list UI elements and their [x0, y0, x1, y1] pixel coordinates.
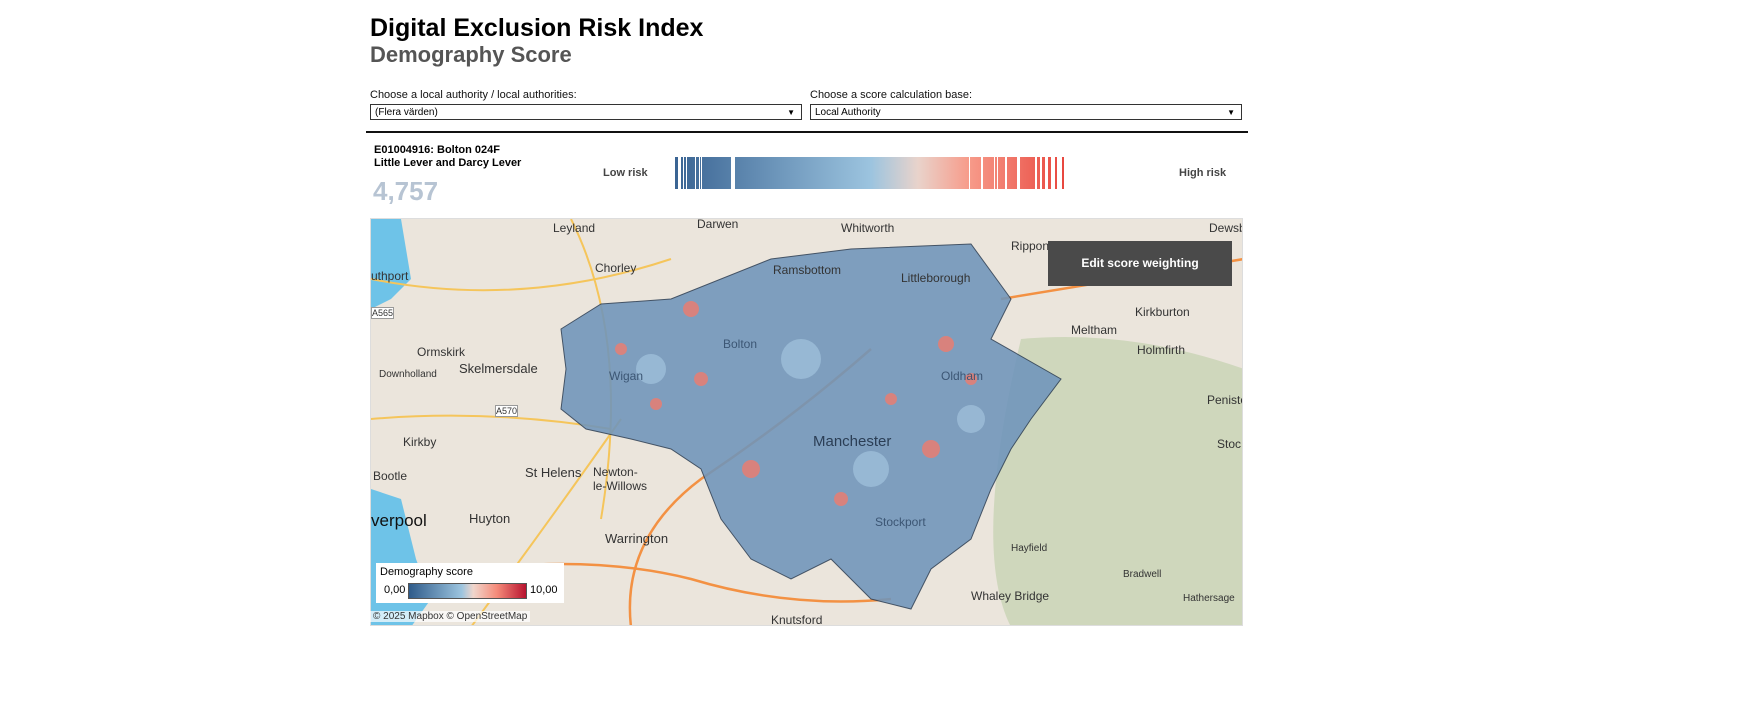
- place-label: Downholland: [379, 369, 437, 380]
- place-label: Ormskirk: [417, 345, 465, 359]
- place-label: Kirkby: [403, 435, 437, 449]
- map-legend: Demography score 0,00 10,00: [376, 563, 564, 603]
- place-label: Huyton: [469, 511, 511, 526]
- place-label: Manchester: [813, 433, 892, 450]
- map-attribution[interactable]: © 2025 Mapbox © OpenStreetMap: [370, 611, 531, 622]
- place-label: Warrington: [605, 531, 669, 546]
- place-label: Holmfirth: [1137, 343, 1186, 357]
- place-label: le-Willows: [593, 479, 647, 493]
- dropdown-arrow-icon: ▼: [787, 108, 795, 117]
- page-subtitle: Demography Score: [370, 42, 572, 67]
- place-label: Ramsbottom: [773, 263, 842, 277]
- authority-label: Choose a local authority / local authori…: [370, 89, 577, 101]
- legend-color-ramp: [408, 583, 527, 599]
- base-select[interactable]: Local Authority ▼: [810, 104, 1242, 120]
- high-risk-label: High risk: [1179, 167, 1227, 179]
- place-label: Oldham: [941, 369, 984, 383]
- dropdown-arrow-icon: ▼: [1227, 108, 1235, 117]
- road-label: A570: [495, 405, 519, 417]
- place-label: verpool: [371, 511, 427, 530]
- legend-title: Demography score: [380, 566, 473, 578]
- map[interactable]: Leyland Darwen Whitworth Rippon Dewsbu C…: [370, 218, 1243, 626]
- place-label: Newton-: [593, 465, 638, 479]
- page-title: Digital Exclusion Risk Index: [370, 14, 704, 42]
- place-label: Dewsbu: [1209, 221, 1242, 235]
- place-label: Knutsford: [771, 613, 823, 626]
- place-label: Skelmersdale: [459, 361, 538, 376]
- place-label: Rippon: [1011, 239, 1050, 253]
- place-label: uthport: [371, 269, 409, 283]
- place-label: Stoc: [1217, 437, 1242, 451]
- place-label: Darwen: [697, 218, 739, 231]
- place-label: Bolton: [723, 337, 758, 351]
- area-code: E01004916: Bolton 024F: [374, 144, 500, 156]
- base-label: Choose a score calculation base:: [810, 89, 973, 101]
- road-label: A565: [371, 307, 395, 319]
- legend-min: 0,00: [384, 584, 406, 596]
- place-label: Littleborough: [901, 271, 971, 285]
- place-label: Bootle: [373, 469, 408, 483]
- risk-distribution-bar[interactable]: [675, 157, 1067, 189]
- authority-value: (Flera värden): [375, 107, 438, 118]
- place-label: Hayfield: [1011, 543, 1048, 554]
- place-label: Hathersage: [1183, 593, 1235, 604]
- place-label: Chorley: [595, 261, 637, 275]
- place-label: Kirkburton: [1135, 305, 1190, 319]
- place-label: Penisto: [1207, 393, 1242, 407]
- place-label: Bradwell: [1123, 569, 1162, 580]
- edit-score-weighting-button[interactable]: Edit score weighting: [1048, 241, 1232, 286]
- place-label: Wigan: [609, 369, 644, 383]
- legend-max: 10,00: [530, 584, 558, 596]
- base-value: Local Authority: [815, 107, 881, 118]
- place-label: Leyland: [553, 221, 596, 235]
- area-name: Little Lever and Darcy Lever: [374, 157, 522, 169]
- place-label: Whitworth: [841, 221, 895, 235]
- place-label: Whaley Bridge: [971, 589, 1050, 603]
- authority-select[interactable]: (Flera värden) ▼: [370, 104, 802, 120]
- low-risk-label: Low risk: [603, 167, 648, 179]
- area-score: 4,757: [373, 176, 439, 206]
- place-label: Meltham: [1071, 323, 1118, 337]
- place-label: Stockport: [875, 515, 926, 529]
- place-label: St Helens: [525, 465, 582, 480]
- divider: [366, 131, 1248, 133]
